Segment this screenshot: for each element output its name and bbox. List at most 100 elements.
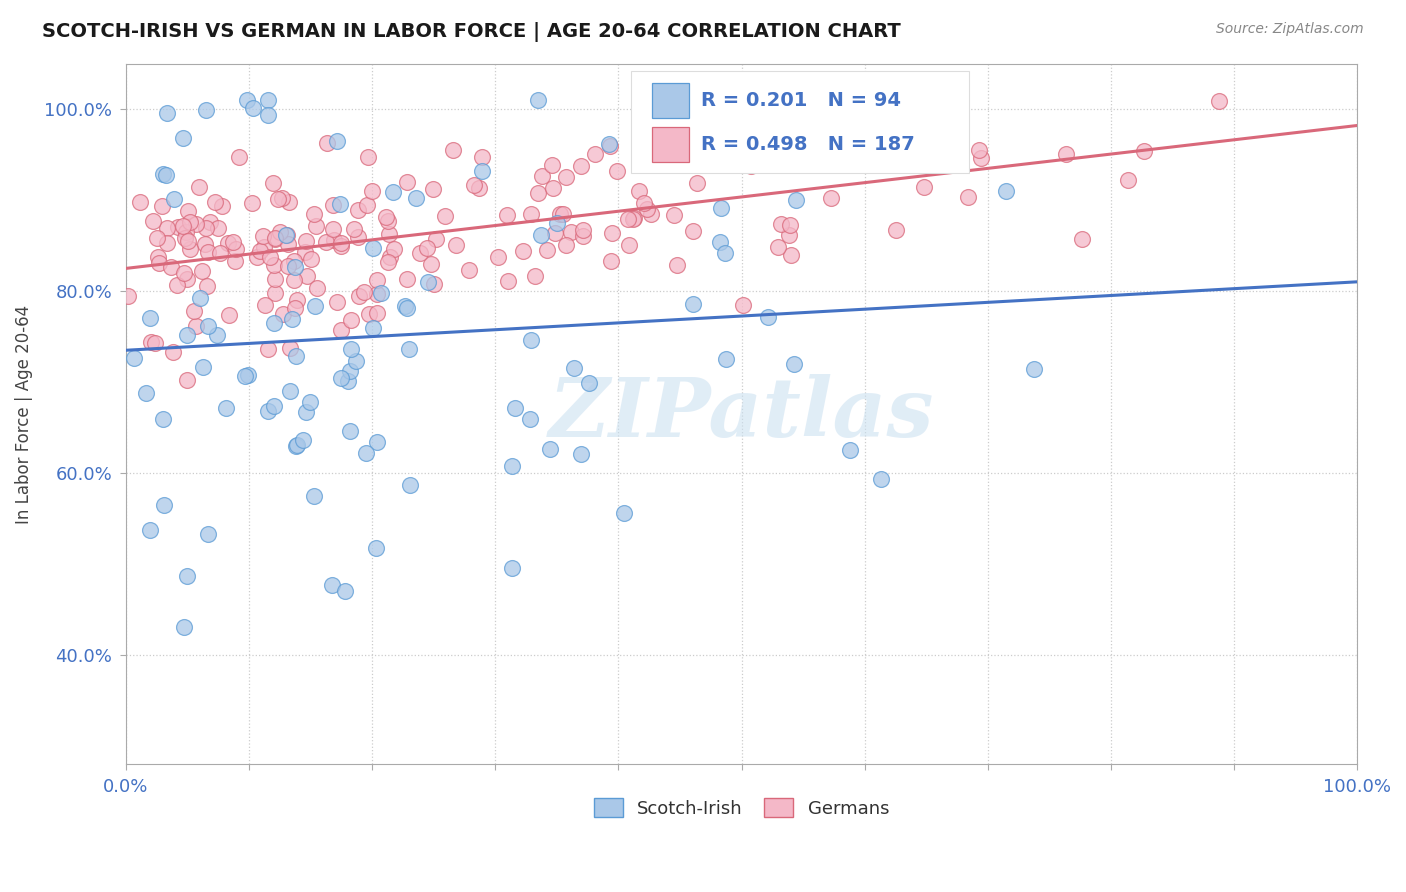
Legend: Scotch-Irish, Germans: Scotch-Irish, Germans [586, 791, 897, 825]
Point [501, 458, 523, 473]
Point [471, 164, 494, 178]
Point [555, 170, 578, 185]
Point [686, 177, 709, 191]
Point [305, 219, 328, 233]
Point [702, 120, 724, 134]
Point [682, 224, 704, 238]
Point [560, 225, 582, 239]
Bar [651, 83, 689, 119]
Point [714, 245, 737, 260]
Point [779, 218, 801, 232]
Point [578, 376, 600, 391]
Point [422, 277, 444, 291]
Point [912, 180, 935, 194]
Point [197, 279, 219, 293]
Point [326, 294, 349, 309]
Point [270, 191, 292, 205]
Point [519, 411, 541, 425]
Point [366, 541, 388, 555]
Point [623, 211, 645, 226]
Point [162, 345, 184, 359]
Point [184, 319, 207, 334]
Point [526, 186, 548, 200]
Point [361, 321, 384, 335]
Point [444, 238, 467, 252]
Point [869, 472, 891, 486]
Point [572, 223, 595, 237]
Point [207, 221, 229, 235]
Point [530, 169, 553, 183]
Point [433, 209, 456, 223]
Point [322, 222, 344, 236]
Point [339, 424, 361, 438]
Point [329, 197, 352, 211]
Point [197, 245, 219, 260]
Point [225, 242, 247, 256]
Point [636, 202, 658, 216]
Point [1208, 94, 1230, 108]
Point [263, 399, 285, 413]
Point [267, 192, 290, 206]
Point [217, 235, 239, 250]
Point [820, 191, 842, 205]
Point [416, 241, 439, 255]
Point [277, 259, 299, 273]
Point [1116, 173, 1139, 187]
Point [204, 195, 226, 210]
Point [728, 126, 751, 140]
Point [538, 442, 561, 457]
Point [583, 146, 606, 161]
Point [173, 266, 195, 280]
Point [304, 489, 326, 503]
Point [160, 260, 183, 275]
Point [252, 228, 274, 243]
Point [396, 175, 419, 189]
Point [662, 208, 685, 222]
Point [139, 523, 162, 537]
Point [394, 299, 416, 313]
Point [253, 240, 276, 254]
Point [668, 156, 690, 170]
Point [894, 100, 917, 114]
Point [344, 354, 367, 368]
Point [381, 185, 404, 199]
Point [569, 159, 592, 173]
Point [156, 236, 179, 251]
Point [551, 207, 574, 221]
Point [242, 101, 264, 115]
Point [457, 263, 479, 277]
Bar [651, 127, 689, 162]
Point [195, 103, 218, 117]
Point [783, 357, 806, 371]
Point [172, 130, 194, 145]
Point [128, 195, 150, 210]
Point [536, 243, 558, 257]
Point [156, 105, 179, 120]
Text: Source: ZipAtlas.com: Source: ZipAtlas.com [1216, 22, 1364, 37]
Point [167, 219, 190, 234]
Point [710, 201, 733, 215]
Point [396, 272, 419, 286]
Point [548, 207, 571, 221]
Point [179, 215, 201, 229]
Point [333, 583, 356, 598]
Point [254, 298, 277, 312]
Point [377, 213, 399, 227]
Point [205, 328, 228, 343]
Point [852, 152, 875, 166]
Point [174, 230, 197, 244]
Point [360, 184, 382, 198]
Point [235, 94, 257, 108]
Point [554, 238, 576, 252]
Point [468, 181, 491, 195]
Point [233, 368, 256, 383]
Point [197, 318, 219, 333]
Point [1022, 361, 1045, 376]
Point [330, 323, 353, 337]
Point [422, 182, 444, 196]
Point [562, 361, 585, 376]
Text: ZIPatlas: ZIPatlas [548, 374, 934, 454]
Point [271, 307, 294, 321]
Point [166, 277, 188, 292]
Point [305, 281, 328, 295]
